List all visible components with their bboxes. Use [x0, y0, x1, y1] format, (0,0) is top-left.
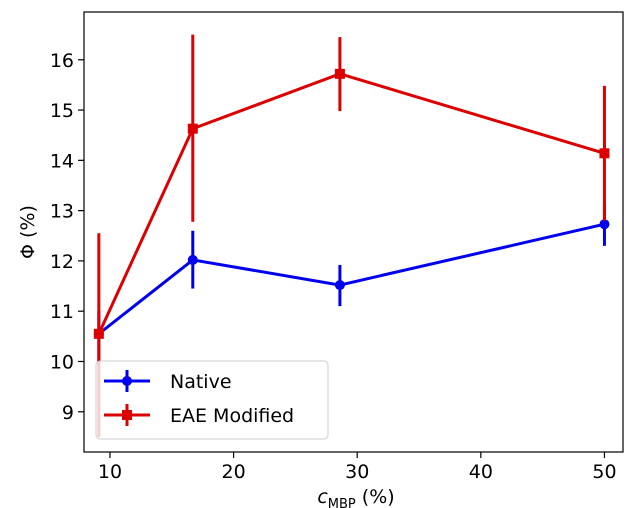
x-axis-label: cMBP (%) — [317, 486, 394, 508]
data-point — [334, 68, 345, 79]
legend-label: EAE Modified — [170, 405, 294, 427]
y-tick-label: 13 — [50, 201, 74, 223]
y-tick-label: 14 — [50, 150, 74, 172]
x-ticks: 10 20 30 40 50 — [98, 452, 617, 483]
x-axis-label-sub: MBP — [328, 497, 356, 508]
legend-box — [95, 360, 329, 440]
x-tick-label: 50 — [592, 461, 616, 483]
series-line — [97, 222, 605, 336]
y-tick-label: 11 — [50, 301, 74, 323]
data-point — [334, 280, 345, 291]
y-tick-label: 10 — [50, 351, 74, 373]
legend-marker — [122, 410, 132, 420]
data-point — [599, 148, 610, 159]
x-tick-label: 30 — [345, 461, 369, 483]
legend-label: Native — [170, 371, 232, 393]
data-point — [187, 123, 198, 134]
plot-frame — [83, 11, 624, 453]
y-tick-label: 12 — [50, 251, 74, 273]
legend-entry: EAE Modified — [104, 404, 294, 427]
x-tick-label: 20 — [221, 461, 245, 483]
series-line — [97, 72, 605, 335]
x-axis-label-unit: (%) — [356, 486, 395, 508]
legend: Native EAE Modified — [95, 360, 329, 440]
x-tick-label: 40 — [469, 461, 493, 483]
data-point — [93, 328, 104, 339]
y-axis-label: Φ (%) — [17, 205, 39, 259]
legend-entry: Native — [104, 370, 232, 393]
x-axis-label-main: c — [317, 486, 328, 508]
y-ticks: 9 10 11 12 13 14 15 16 — [50, 50, 84, 424]
series-eae-modified — [93, 34, 610, 437]
y-tick-label: 15 — [50, 100, 74, 122]
data-point — [599, 219, 610, 230]
x-tick-label: 10 — [98, 461, 122, 483]
series-layer — [93, 34, 610, 437]
y-tick-label: 9 — [62, 402, 74, 424]
y-tick-label: 16 — [50, 50, 74, 72]
legend-marker — [122, 376, 132, 386]
data-point — [187, 254, 198, 265]
series-native — [93, 203, 610, 362]
